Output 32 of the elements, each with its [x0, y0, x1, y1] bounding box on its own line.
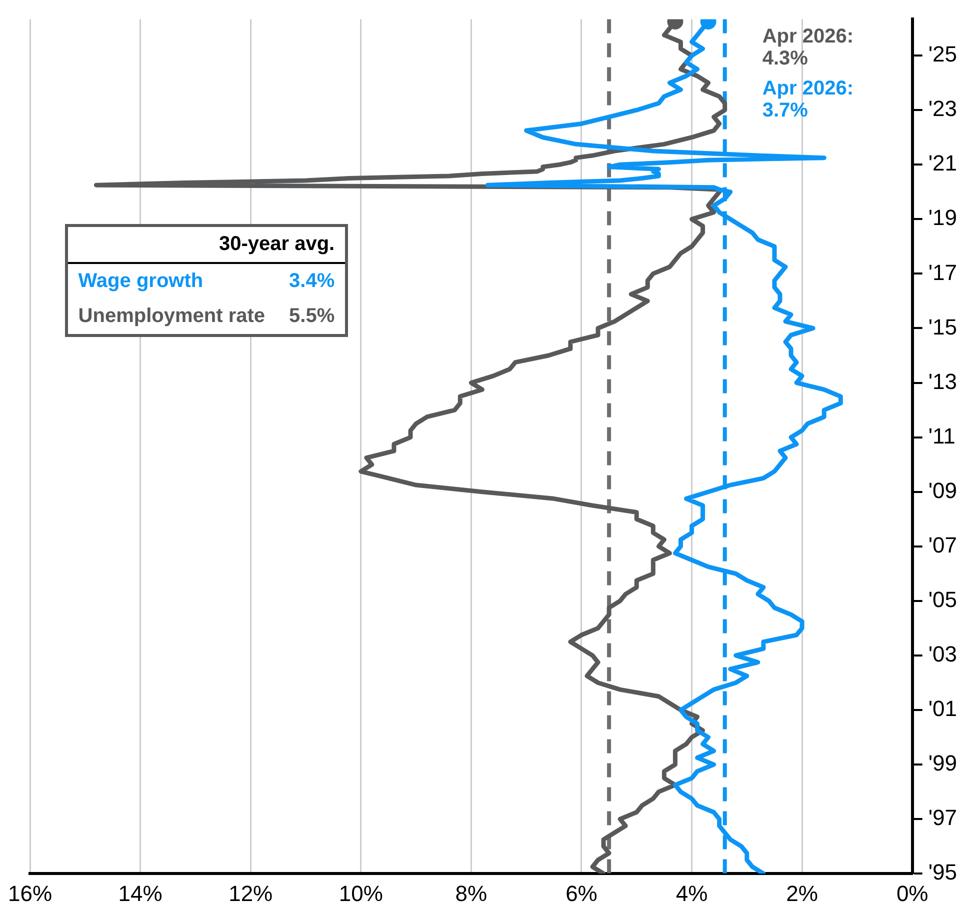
- y-tick-label: '17: [928, 260, 957, 285]
- y-tick-label: '23: [928, 96, 957, 122]
- x-tick-label: 2%: [786, 880, 818, 906]
- annotation: 3.4%: [289, 270, 335, 294]
- y-tick-label: '95: [928, 860, 957, 885]
- legend-title: 30-year avg.: [68, 227, 345, 264]
- annotation: Apr 2026: 3.7%: [762, 78, 854, 122]
- y-tick-label: '03: [928, 642, 957, 667]
- text: Unemployment rate: [78, 305, 266, 328]
- y-tick-label: '13: [928, 368, 957, 394]
- y-tick-label: '25: [928, 42, 957, 67]
- x-tick-label: 0%: [896, 880, 928, 906]
- x-tick-label: 4%: [676, 880, 708, 906]
- y-tick-label: '05: [928, 586, 957, 612]
- y-tick-label: '15: [928, 314, 957, 340]
- x-tick-label: 10%: [338, 880, 383, 906]
- x-tick-label: 12%: [228, 880, 273, 906]
- y-tick-label: '97: [928, 805, 957, 830]
- x-tick-label: 16%: [8, 880, 52, 906]
- annotation: 5.5%: [289, 305, 335, 328]
- y-tick-label: '19: [928, 205, 957, 230]
- annotation: Apr 2026: 4.3%: [762, 26, 854, 70]
- y-tick-label: '09: [928, 478, 957, 503]
- y-tick-label: '21: [928, 150, 957, 176]
- x-tick-label: 14%: [118, 880, 162, 906]
- y-tick-label: '99: [928, 750, 957, 776]
- y-tick-label: '11: [928, 423, 956, 448]
- text: Wage growth: [78, 270, 204, 294]
- y-tick-label: '07: [928, 532, 957, 558]
- x-tick-label: 6%: [566, 880, 598, 906]
- x-tick-label: 8%: [455, 880, 488, 906]
- y-tick-label: '01: [928, 696, 957, 722]
